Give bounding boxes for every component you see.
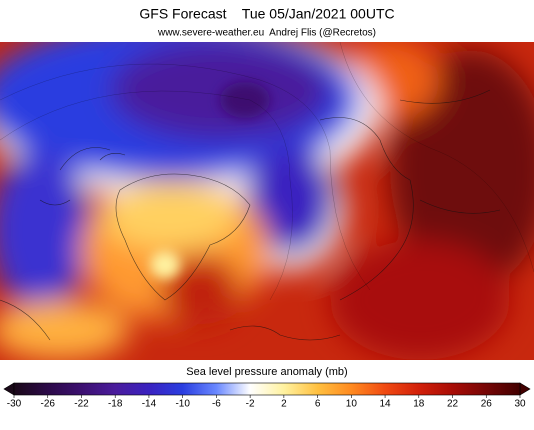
subtitle: www.severe-weather.eu Andrej Flis (@Recr… — [157, 28, 376, 39]
colorbar-tick-label: -6 — [212, 399, 221, 410]
title: GFS Forecast Tue 05/Jan/2021 00UTC — [139, 6, 394, 22]
colorbar-tick-label: 30 — [514, 399, 526, 410]
colorbar-tick-label: -10 — [175, 399, 190, 410]
colorbar-tick-label: 18 — [413, 399, 425, 410]
colorbar-max-arrow — [519, 382, 531, 396]
map — [0, 42, 534, 360]
colorbar-tick-label: -30 — [7, 399, 22, 410]
colorbar-bar — [13, 382, 521, 396]
colorbar-tick-label: 22 — [447, 399, 459, 410]
colorbar-label: Sea level pressure anomaly (mb) — [186, 366, 347, 378]
colorbar-tick-label: 6 — [315, 399, 321, 410]
colorbar-tick-label: -2 — [246, 399, 255, 410]
colorbar: -30 -26 -22 -18 -14 -10 -6 -2 2 6 10 14 18 22 26 30 — [3, 382, 531, 410]
anomaly-field — [0, 42, 534, 360]
colorbar-tick-label: 2 — [281, 399, 287, 410]
colorbar-tick-label: 10 — [346, 399, 358, 410]
coastlines — [0, 89, 501, 341]
isobars — [0, 42, 534, 301]
colorbar-tick-label: -18 — [108, 399, 123, 410]
colorbar-tick-label: -26 — [41, 399, 56, 410]
colorbar-tick-label: -22 — [74, 399, 89, 410]
colorbar-tick-label: 26 — [481, 399, 493, 410]
colorbar-tick-label: -14 — [142, 399, 157, 410]
colorbar-tick-label: 14 — [380, 399, 392, 410]
colorbar-min-arrow — [3, 382, 15, 396]
